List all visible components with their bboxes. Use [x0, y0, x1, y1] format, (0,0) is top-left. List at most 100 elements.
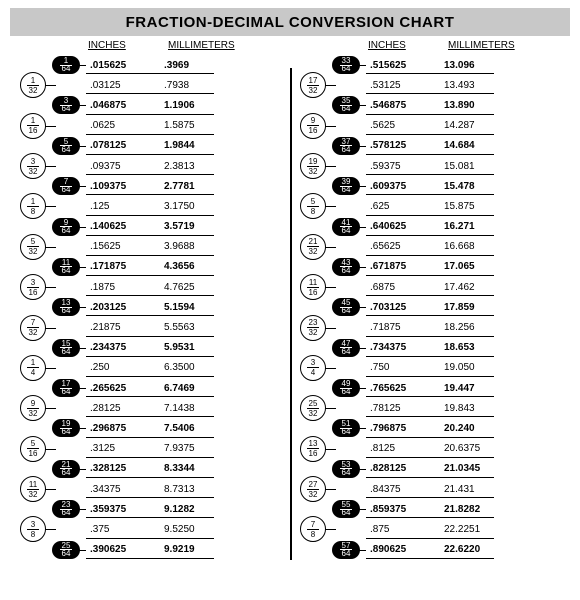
header-inches: INCHES: [368, 40, 448, 51]
row-underline: [366, 336, 494, 337]
value-group: .06251.5875: [84, 120, 234, 131]
mm-value: 2.7781: [164, 181, 234, 192]
fraction-circle: 332: [20, 153, 46, 179]
inches-value: .3125: [84, 443, 164, 454]
fraction-circle: 1732: [300, 72, 326, 98]
table-row: 3964.60937515.478: [296, 176, 564, 196]
table-row: 732.218755.5563: [16, 317, 284, 337]
value-group: .18754.7625: [84, 282, 234, 293]
inches-value: .34375: [84, 484, 164, 495]
mm-value: 17.065: [444, 261, 514, 272]
fraction-circle: 732: [20, 315, 46, 341]
inches-value: .265625: [84, 383, 164, 394]
mm-value: 8.3344: [164, 463, 234, 474]
row-underline: [366, 558, 494, 559]
inches-value: .0625: [84, 120, 164, 131]
value-group: .76562519.447: [364, 383, 514, 394]
value-group: .31257.9375: [84, 443, 234, 454]
mm-value: 18.653: [444, 342, 514, 353]
mm-value: 2.3813: [164, 161, 234, 172]
value-group: .82812521.0345: [364, 463, 514, 474]
mm-value: 20.240: [444, 423, 514, 434]
fraction-pill: 5364: [332, 460, 360, 478]
fraction-circle: 38: [20, 516, 46, 542]
table-row: 18.1253.1750: [16, 196, 284, 216]
mm-value: 20.6375: [444, 443, 514, 454]
value-group: .2968757.5406: [84, 423, 234, 434]
inches-value: .140625: [84, 221, 164, 232]
value-group: .3759.5250: [84, 524, 234, 535]
fraction-pill: 1564: [52, 339, 80, 357]
fraction-pill: 4164: [332, 218, 360, 236]
fraction-pill: 964: [52, 218, 80, 236]
value-group: .562514.287: [364, 120, 514, 131]
mm-value: 22.6220: [444, 544, 514, 555]
fraction-circle: 116: [20, 113, 46, 139]
mm-value: 1.9844: [164, 140, 234, 151]
value-group: .2031255.1594: [84, 302, 234, 313]
row-underline: [86, 73, 214, 74]
row-underline: [366, 73, 494, 74]
row-underline: [366, 114, 494, 115]
value-group: .5312513.493: [364, 80, 514, 91]
inches-value: .734375: [364, 342, 444, 353]
inches-value: .640625: [364, 221, 444, 232]
inches-value: .09375: [84, 161, 164, 172]
mm-value: 5.5563: [164, 322, 234, 333]
mm-value: 22.2251: [444, 524, 514, 535]
value-group: .2343755.9531: [84, 342, 234, 353]
inches-value: .046875: [84, 100, 164, 111]
mm-value: 15.478: [444, 181, 514, 192]
mm-value: 18.256: [444, 322, 514, 333]
row-underline: [366, 376, 494, 377]
table-row: 2332.7187518.256: [296, 317, 564, 337]
mm-value: 7.9375: [164, 443, 234, 454]
row-underline: [366, 154, 494, 155]
fraction-pill: 764: [52, 177, 80, 195]
inches-value: .859375: [364, 504, 444, 515]
inches-value: .234375: [84, 342, 164, 353]
inches-value: .296875: [84, 423, 164, 434]
mm-value: 14.684: [444, 140, 514, 151]
inches-value: .171875: [84, 261, 164, 272]
fraction-pill-slot: 764: [50, 177, 84, 195]
inches-value: .21875: [84, 322, 164, 333]
row-underline: [86, 235, 214, 236]
value-group: .218755.5563: [84, 322, 234, 333]
value-group: .57812514.684: [364, 140, 514, 151]
row-underline: [366, 93, 494, 94]
mm-value: 14.287: [444, 120, 514, 131]
mm-value: 15.875: [444, 201, 514, 212]
inches-value: .671875: [364, 261, 444, 272]
fraction-pill: 2564: [52, 541, 80, 559]
table-row: 2532.7812519.843: [296, 398, 564, 418]
fraction-pill-slot: 1164: [50, 258, 84, 276]
fraction-circle: 1932: [300, 153, 326, 179]
table-row: 1964 .2968757.5406: [16, 418, 284, 438]
conversion-chart: FRACTION-DECIMAL CONVERSION CHART INCHES…: [0, 0, 580, 600]
fraction-circle: 516: [20, 436, 46, 462]
mm-value: 17.462: [444, 282, 514, 293]
value-group: .3281258.3344: [84, 463, 234, 474]
value-group: .89062522.6220: [364, 544, 514, 555]
mm-value: 9.9219: [164, 544, 234, 555]
inches-value: .578125: [364, 140, 444, 151]
fraction-circle: 2532: [300, 395, 326, 421]
row-underline: [366, 457, 494, 458]
fraction-pill: 1964: [52, 419, 80, 437]
fraction-pill: 1764: [52, 379, 80, 397]
value-group: .093752.3813: [84, 161, 234, 172]
row-underline: [86, 215, 214, 216]
value-group: .3593759.1282: [84, 504, 234, 515]
row-underline: [86, 517, 214, 518]
inches-value: .515625: [364, 60, 444, 71]
fraction-pill-slot: 4164: [330, 218, 364, 236]
fraction-circle: 58: [300, 193, 326, 219]
value-group: .1253.1750: [84, 201, 234, 212]
inches-value: .875: [364, 524, 444, 535]
value-group: .2656256.7469: [84, 383, 234, 394]
table-row: 2132.6562516.668: [296, 237, 564, 257]
row-underline: [86, 154, 214, 155]
value-group: .1718754.3656: [84, 261, 234, 272]
value-group: .73437518.653: [364, 342, 514, 353]
